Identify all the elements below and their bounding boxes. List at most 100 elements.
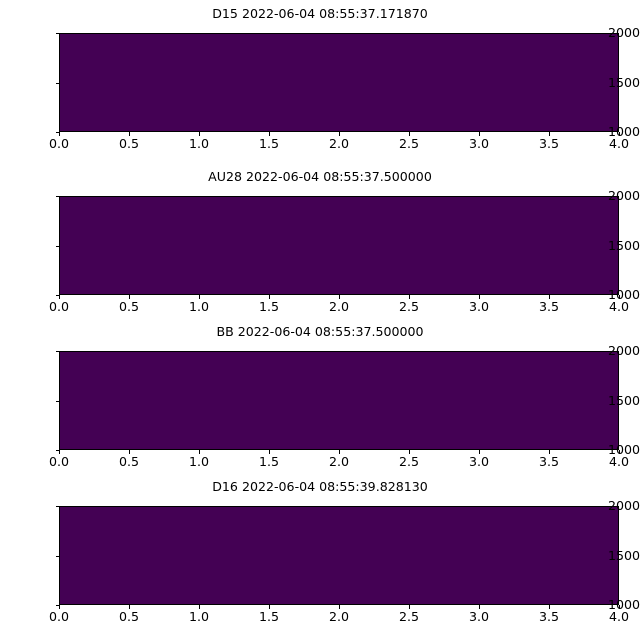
panel-title-d16: D16 2022-06-04 08:55:39.828130 — [212, 479, 428, 494]
xtick-label-2-2: 1.0 — [188, 454, 210, 469]
ytick-mark-au28-0 — [55, 196, 59, 197]
ytick-mark-au28-1 — [55, 245, 59, 247]
xtick-label-1-4: 2.0 — [328, 299, 350, 314]
xtick-label-3-6: 3.0 — [468, 609, 490, 624]
xtick-label-2-1: 0.5 — [118, 454, 140, 469]
spectrogram-image-bb — [60, 352, 618, 449]
xtick-mark-1-2 — [198, 295, 200, 299]
xtick-mark-2-2 — [198, 450, 200, 454]
xtick-mark-2-5 — [408, 450, 410, 454]
xtick-label-3-7: 3.5 — [538, 609, 560, 624]
spectrogram-image-d15 — [60, 34, 618, 131]
ytick-mark-bb-0 — [55, 351, 59, 352]
ytick-label-2000-au28: 2000 — [607, 188, 640, 203]
xtick-label-0-6: 3.0 — [468, 136, 490, 151]
xtick-mark-0-1 — [128, 132, 130, 136]
xtick-mark-3-3 — [268, 605, 270, 609]
xtick-label-3-0: 0.0 — [48, 609, 70, 624]
xtick-mark-3-2 — [198, 605, 200, 609]
xtick-mark-3-0 — [58, 605, 60, 609]
xtick-mark-3-6 — [478, 605, 480, 609]
ytick-label-1000-au28: 1000 — [607, 287, 640, 302]
panel-title-au28: AU28 2022-06-04 08:55:37.500000 — [208, 169, 432, 184]
xtick-label-1-0: 0.0 — [48, 299, 70, 314]
xtick-label-1-7: 3.5 — [538, 299, 560, 314]
ytick-label-1500-bb: 1500 — [607, 392, 640, 408]
xtick-label-1-5: 2.5 — [398, 299, 420, 314]
xtick-label-0-7: 3.5 — [538, 136, 560, 151]
xtick-label-2-8: 4.0 — [608, 454, 630, 469]
plot-area-d16[interactable] — [59, 506, 619, 605]
xtick-mark-0-2 — [198, 132, 200, 136]
xtick-label-3-1: 0.5 — [118, 609, 140, 624]
xtick-mark-1-6 — [478, 295, 480, 299]
xtick-mark-3-5 — [408, 605, 410, 609]
xtick-label-3-8: 4.0 — [608, 609, 630, 624]
xtick-label-0-3: 1.5 — [258, 136, 280, 151]
ytick-mark-d16-2 — [55, 605, 59, 606]
ytick-mark-bb-1 — [55, 400, 59, 402]
xtick-mark-1-7 — [548, 295, 550, 299]
xtick-mark-0-5 — [408, 132, 410, 136]
xtick-label-1-1: 0.5 — [118, 299, 140, 314]
xtick-label-2-3: 1.5 — [258, 454, 280, 469]
xtick-label-2-7: 3.5 — [538, 454, 560, 469]
xtick-mark-0-7 — [548, 132, 550, 136]
ytick-mark-d16-0 — [55, 506, 59, 507]
xtick-mark-2-4 — [338, 450, 340, 454]
xtick-mark-3-4 — [338, 605, 340, 609]
panel-au28: AU28 2022-06-04 08:55:37.500000 2000 150… — [0, 163, 640, 323]
xtick-mark-0-0 — [58, 132, 60, 136]
xtick-mark-2-6 — [478, 450, 480, 454]
ytick-mark-d15-1 — [55, 82, 59, 84]
xtick-mark-1-5 — [408, 295, 410, 299]
panel-title-d15: D15 2022-06-04 08:55:37.171870 — [212, 6, 428, 21]
ytick-label-1000-d15: 1000 — [607, 124, 640, 139]
plot-area-bb[interactable] — [59, 351, 619, 450]
panel-bb: BB 2022-06-04 08:55:37.500000 2000 1500 … — [0, 318, 640, 478]
plot-area-d15[interactable] — [59, 33, 619, 132]
xtick-mark-2-7 — [548, 450, 550, 454]
xtick-label-2-5: 2.5 — [398, 454, 420, 469]
xtick-mark-1-0 — [58, 295, 60, 299]
xtick-label-0-0: 0.0 — [48, 136, 70, 151]
panel-d15: D15 2022-06-04 08:55:37.171870 2000 1500… — [0, 0, 640, 160]
plot-area-au28[interactable] — [59, 196, 619, 295]
xtick-mark-1-8 — [618, 295, 620, 299]
xtick-mark-0-3 — [268, 132, 270, 136]
xtick-mark-1-3 — [268, 295, 270, 299]
xtick-mark-1-4 — [338, 295, 340, 299]
ytick-label-1500-d15: 1500 — [607, 74, 640, 90]
panel-title-bb: BB 2022-06-04 08:55:37.500000 — [216, 324, 424, 339]
ytick-mark-d15-2 — [55, 132, 59, 133]
xtick-label-0-8: 4.0 — [608, 136, 630, 151]
spectrogram-image-au28 — [60, 197, 618, 294]
ytick-mark-bb-2 — [55, 450, 59, 451]
ytick-label-1000-bb: 1000 — [607, 442, 640, 457]
xtick-label-0-1: 0.5 — [118, 136, 140, 151]
ytick-label-1000-d16: 1000 — [607, 597, 640, 612]
ytick-label-1500-au28: 1500 — [607, 237, 640, 253]
xtick-mark-0-6 — [478, 132, 480, 136]
ytick-mark-au28-2 — [55, 295, 59, 296]
xtick-label-2-0: 0.0 — [48, 454, 70, 469]
xtick-mark-3-8 — [618, 605, 620, 609]
xtick-label-1-6: 3.0 — [468, 299, 490, 314]
spectrogram-image-d16 — [60, 507, 618, 604]
xtick-label-3-2: 1.0 — [188, 609, 210, 624]
xtick-label-0-5: 2.5 — [398, 136, 420, 151]
xtick-label-1-2: 1.0 — [188, 299, 210, 314]
xtick-mark-1-1 — [128, 295, 130, 299]
panel-d16: D16 2022-06-04 08:55:39.828130 2000 1500… — [0, 473, 640, 640]
ytick-label-2000-bb: 2000 — [607, 343, 640, 358]
xtick-label-2-4: 2.0 — [328, 454, 350, 469]
xtick-label-3-3: 1.5 — [258, 609, 280, 624]
ytick-label-1500-d16: 1500 — [607, 547, 640, 563]
xtick-mark-0-8 — [618, 132, 620, 136]
xtick-mark-2-0 — [58, 450, 60, 454]
xtick-label-2-6: 3.0 — [468, 454, 490, 469]
xtick-label-0-2: 1.0 — [188, 136, 210, 151]
xtick-mark-2-3 — [268, 450, 270, 454]
ytick-mark-d16-1 — [55, 555, 59, 557]
